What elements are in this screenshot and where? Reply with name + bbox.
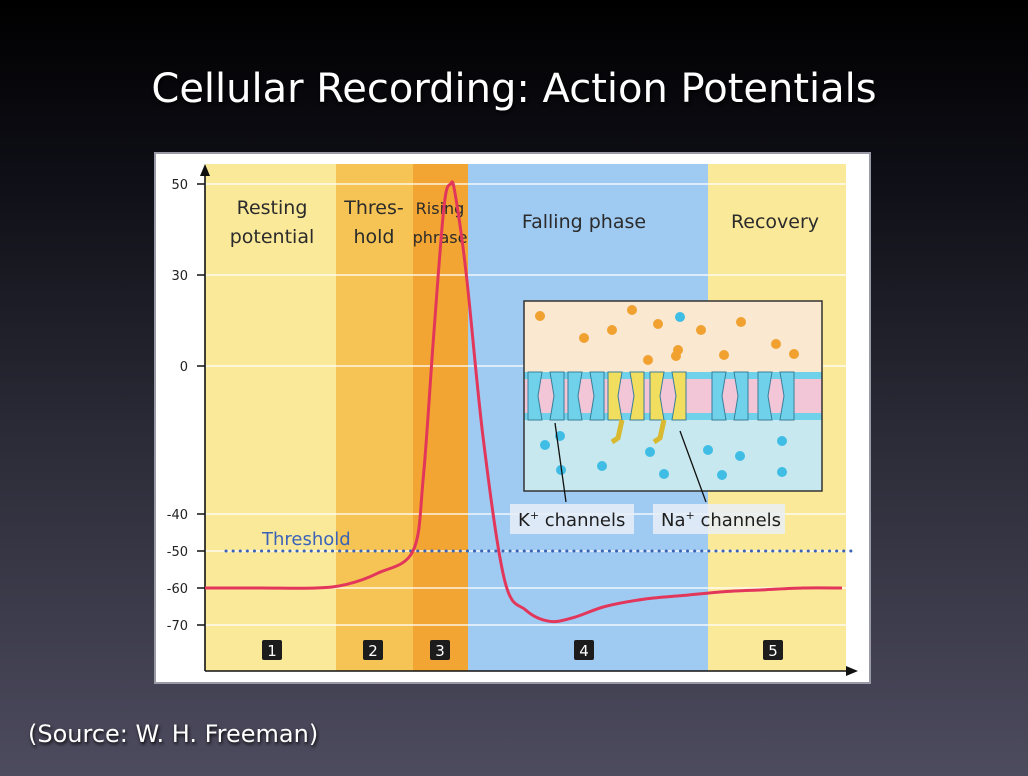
potassium-ion <box>777 467 787 477</box>
phase-badge-box <box>763 640 783 660</box>
x-axis-arrow <box>846 666 858 676</box>
channel-subunit <box>589 371 605 421</box>
sodium-ion <box>719 350 729 360</box>
sodium-ion <box>736 317 746 327</box>
ion-channel-inset: K+ channels Na+ channels <box>510 300 823 534</box>
phase-number-badge: 2 <box>363 640 383 660</box>
channel-subunit <box>607 371 623 421</box>
phase-title-3: Rising <box>416 199 465 218</box>
channel-label-text: Na+ channels <box>661 509 781 531</box>
sodium-ion <box>579 333 589 343</box>
y-tick-label: 50 <box>171 178 188 193</box>
channel-subunit <box>733 371 749 421</box>
label-backdrop <box>510 504 634 534</box>
phase-number: 5 <box>768 642 778 660</box>
potassium-ion <box>597 461 607 471</box>
threshold-label: Threshold <box>261 529 351 550</box>
sodium-ion <box>535 311 545 321</box>
phase-number-badge: 1 <box>262 640 282 660</box>
potassium-ion <box>645 447 655 457</box>
k-channel <box>567 371 605 421</box>
y-tick-label: -60 <box>167 582 188 597</box>
potassium-ion <box>659 469 669 479</box>
phase-band-2 <box>336 164 413 671</box>
intracellular-region <box>524 419 822 491</box>
na-leader-line <box>679 430 707 503</box>
k-channel <box>527 371 565 421</box>
phase-number-badge: 5 <box>763 640 783 660</box>
potassium-ion <box>675 312 685 322</box>
channel-subunit <box>567 371 583 421</box>
y-tick-label: 0 <box>180 360 188 375</box>
channel-subunit <box>629 371 645 421</box>
channel-subunit <box>671 371 687 421</box>
channel-subunit <box>779 371 795 421</box>
sodium-ion <box>627 305 637 315</box>
na-channel <box>649 371 687 421</box>
action-potential-chart: 50 30 0 -40 -50 -60 -70 Resting potential Thres-h… <box>167 164 858 676</box>
phase-title-1: Resting <box>237 197 308 219</box>
channel-subunit <box>757 371 773 421</box>
sodium-ion <box>696 325 706 335</box>
membrane-potential-curve <box>205 180 843 624</box>
potassium-ion <box>540 440 550 450</box>
sodium-ion <box>653 319 663 329</box>
sodium-ion <box>789 349 799 359</box>
sodium-ion <box>771 339 781 349</box>
phase-badge-box <box>262 640 282 660</box>
potassium-ion <box>735 451 745 461</box>
k-channel <box>757 371 795 421</box>
action-potential-figure: 50 30 0 -40 -50 -60 -70 Resting potential Thres-h… <box>154 152 871 684</box>
na-channel <box>607 371 645 421</box>
label-backdrop <box>653 504 785 534</box>
phase-badge-box <box>430 640 450 660</box>
na-channels-label: Na+ channels <box>653 504 785 534</box>
source-caption: (Source: W. H. Freeman) <box>28 720 319 748</box>
phase-title-2: Thres- <box>343 197 404 219</box>
phase-badge-box <box>574 640 594 660</box>
y-axis-arrow <box>200 164 210 176</box>
phase-title-5: Recovery <box>731 211 819 233</box>
sodium-ion <box>607 325 617 335</box>
phase-number-badge: 3 <box>430 640 450 660</box>
potassium-ion <box>717 470 727 480</box>
channel-subunit <box>711 371 727 421</box>
potassium-ion <box>777 436 787 446</box>
k-channels-label: K+ channels <box>510 504 634 534</box>
sodium-ion <box>671 351 681 361</box>
channel-subunit <box>649 371 665 421</box>
phase-number: 2 <box>368 642 378 660</box>
inset-border <box>523 300 823 492</box>
phase-number: 4 <box>579 642 589 660</box>
k-leader-line <box>554 422 567 503</box>
y-tick-label: -70 <box>167 619 188 634</box>
phase-title-2: hold <box>353 226 394 248</box>
channel-subunit <box>527 371 543 421</box>
phase-number-badge: 4 <box>574 640 594 660</box>
inactivation-gate <box>610 419 625 445</box>
phase-number: 3 <box>435 642 445 660</box>
phase-number: 1 <box>267 642 277 660</box>
phase-badge-box <box>363 640 383 660</box>
sodium-ion <box>643 355 653 365</box>
phase-title-4: Falling phase <box>522 211 646 233</box>
potassium-ion <box>703 445 713 455</box>
channel-label-text: K+ channels <box>518 509 625 531</box>
channel-subunit <box>549 371 565 421</box>
phase-title-1: potential <box>230 226 315 248</box>
y-tick-label: -40 <box>167 508 188 523</box>
y-tick-label: -50 <box>167 545 188 560</box>
k-channel <box>711 371 749 421</box>
y-tick-label: 30 <box>171 269 188 284</box>
inactivation-gate <box>652 419 667 445</box>
slide-title: Cellular Recording: Action Potentials <box>151 66 877 112</box>
